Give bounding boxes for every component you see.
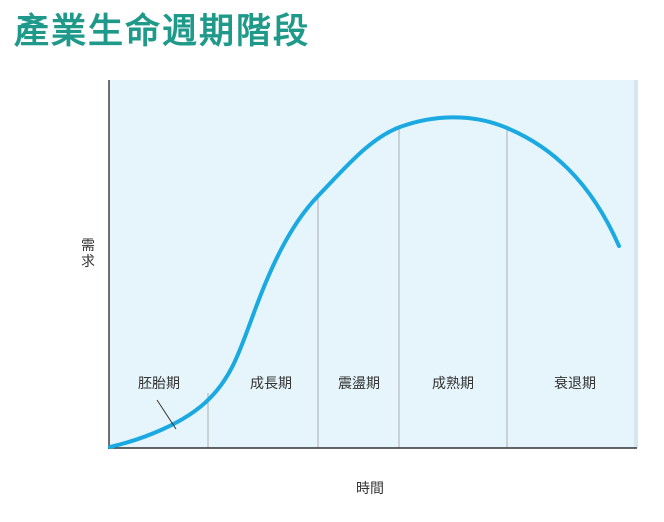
y-axis-label: 需求 <box>81 238 95 270</box>
stage-label-shakeout: 震盪期 <box>338 376 380 392</box>
plot-right-shadow <box>634 80 638 448</box>
stage-label-mature: 成熟期 <box>432 376 474 392</box>
stage-label-embryonic: 胚胎期 <box>138 376 180 392</box>
embryonic-pointer <box>156 399 177 430</box>
lifecycle-curve <box>108 115 621 449</box>
stage-label-decline: 衰退期 <box>554 375 596 392</box>
plot-background <box>109 80 637 448</box>
page-title: 產業生命週期階段 <box>14 12 311 52</box>
x-axis-label: 時間 <box>356 481 384 497</box>
stage-label-growth: 成長期 <box>250 376 292 392</box>
